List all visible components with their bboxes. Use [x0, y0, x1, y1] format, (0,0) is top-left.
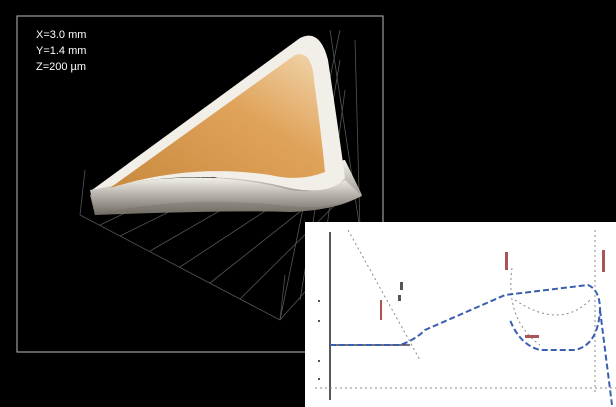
profile-inset — [305, 222, 616, 407]
scale-label: Y=1.4 mm — [36, 45, 86, 57]
surface — [90, 35, 362, 215]
scale-labels: X=3.0 mm Y=1.4 mm Z=200 µm — [36, 29, 86, 73]
scale-label: Z=200 µm — [36, 61, 86, 73]
scale-label: X=3.0 mm — [36, 29, 86, 41]
